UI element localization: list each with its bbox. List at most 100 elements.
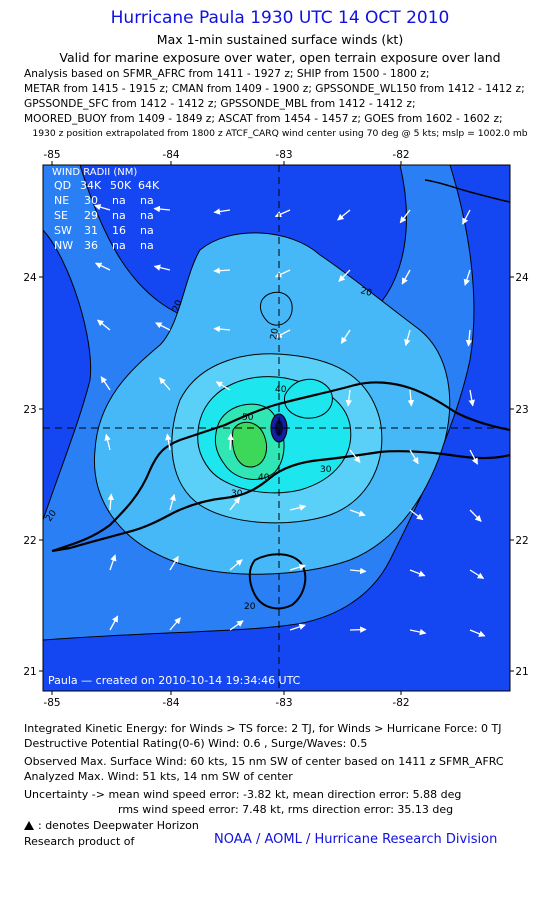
wind-arrow — [409, 569, 426, 577]
wind-arrow — [337, 209, 351, 221]
wind-radii-header: 34K — [80, 179, 102, 192]
wind-arrow — [153, 205, 171, 213]
contour-label: 20 — [269, 327, 281, 340]
lat-tick-label: 22 — [23, 535, 36, 547]
analyzed-max-text: Analyzed Max. Wind: 51 kts, 14 nm SW of … — [24, 770, 293, 783]
wind-radii-table: WIND RADII (NM) QD 34K 50K 64K NE 30 na … — [52, 167, 160, 252]
wind-arrow — [100, 376, 111, 391]
wind-radii-cell: na — [140, 209, 154, 222]
wind-arrow — [401, 269, 411, 285]
wind-radii-header: 64K — [138, 179, 160, 192]
contour-label: 20 — [244, 602, 256, 612]
wind-arrow — [213, 267, 231, 274]
wind-arrow — [227, 433, 234, 451]
wind-radii-cell: 29 — [84, 209, 98, 222]
wind-arrow — [159, 377, 171, 391]
wind-radii-cell: na — [112, 194, 126, 207]
wind-arrow — [289, 623, 306, 631]
wind-arrow — [289, 504, 307, 511]
wind-arrow — [213, 208, 231, 215]
wind-arrow — [462, 209, 471, 225]
wind-arrow — [469, 509, 482, 522]
coastline-keys — [424, 179, 510, 203]
contour-label: 20 — [359, 286, 373, 299]
deepwater-legend: : denotes Deepwater Horizon — [24, 819, 199, 832]
analysis-line: Analysis based on SFMR_AFRC from 1411 - … — [24, 68, 430, 80]
wind-arrow — [169, 617, 181, 631]
wind-arrow — [407, 389, 415, 407]
position-note: 1930 z position extrapolated from 1800 z… — [32, 128, 528, 139]
wind-radii-cell: na — [140, 224, 154, 237]
research-product-text: Research product of — [24, 835, 135, 848]
wind-radii-cell: SW — [54, 224, 72, 237]
lon-tick-label: -85 — [43, 149, 60, 161]
wind-arrow — [95, 262, 111, 271]
map-credit-line: Paula — created on 2010-10-14 19:34:46 U… — [48, 674, 301, 687]
validity-note: Valid for marine exposure over water, op… — [59, 50, 501, 65]
wind-arrow — [409, 509, 424, 521]
wind-arrow — [463, 269, 471, 286]
wind-arrow — [155, 322, 171, 331]
wind-vector-field — [94, 203, 486, 637]
contour-label: 20 — [171, 299, 184, 313]
analysis-line: METAR from 1415 - 1915 z; CMAN from 1409… — [24, 83, 525, 95]
uncertainty-text: Uncertainty -> mean wind speed error: -3… — [24, 788, 462, 801]
contour-label: 50 — [242, 413, 254, 423]
contour-label: 30 — [231, 489, 243, 499]
wind-arrow — [213, 325, 231, 333]
wind-arrow — [399, 209, 411, 224]
lat-tick-label: 22 — [515, 535, 528, 547]
wind-arrow — [349, 449, 361, 464]
wind-arrow — [345, 389, 353, 407]
analysis-line: MOORED_BUOY from 1409 - 1849 z; ASCAT fr… — [24, 113, 503, 125]
dpr-text: Destructive Potential Rating(0-6) Wind: … — [24, 737, 368, 750]
contour-region-ne-lobe — [283, 378, 333, 419]
contour-region-60 — [231, 421, 267, 468]
wind-radii-cell: na — [112, 209, 126, 222]
lon-tick-label: -83 — [275, 149, 292, 161]
wind-arrow — [274, 269, 291, 278]
wind-arrow — [94, 203, 111, 211]
wind-radii-header: 50K — [110, 179, 132, 192]
contour-label: 30 — [320, 465, 332, 475]
contour-label: 40 — [258, 473, 270, 483]
wind-arrow — [469, 449, 479, 465]
wind-arrow — [274, 209, 291, 218]
wind-radii-title: WIND RADII (NM) — [52, 167, 137, 178]
wind-arrow — [275, 329, 291, 338]
wind-arrow — [404, 329, 411, 347]
lat-tick-label: 24 — [23, 272, 37, 284]
map-subtitle: Max 1-min sustained surface winds (kt) — [156, 32, 404, 47]
lat-tick-label: 21 — [515, 666, 528, 678]
wind-arrow — [349, 626, 367, 633]
map-title: Hurricane Paula 1930 UTC 14 OCT 2010 — [110, 8, 450, 28]
lon-tick-label: -84 — [162, 149, 179, 161]
wind-arrow — [229, 496, 241, 511]
wind-radii-cell: na — [140, 194, 154, 207]
wind-arrow — [107, 493, 115, 511]
coastline-cuba — [51, 381, 510, 553]
wind-arrow — [465, 329, 473, 347]
wind-arrow — [338, 269, 351, 282]
wind-arrow — [229, 559, 243, 571]
lon-tick-label: -84 — [162, 697, 179, 709]
wind-arrow — [215, 381, 231, 391]
wind-arrow — [165, 433, 172, 451]
wind-radii-header: QD — [54, 179, 71, 192]
wind-arrow — [104, 433, 111, 451]
wind-arrow — [409, 449, 419, 465]
wind-arrow — [409, 628, 427, 636]
deepwater-legend-text: : denotes Deepwater Horizon — [38, 819, 199, 832]
wind-arrow — [169, 555, 179, 571]
wind-radii-cell: 16 — [112, 224, 126, 237]
contour-region-nub — [259, 291, 293, 326]
wind-radii-cell: NE — [54, 194, 69, 207]
lon-tick-label: -82 — [392, 149, 409, 161]
wind-arrow — [469, 569, 485, 580]
wind-arrow — [340, 329, 351, 344]
coastline-isla-juventud — [248, 553, 307, 610]
wind-arrow — [349, 567, 367, 575]
noaa-credit: NOAA / AOML / Hurricane Research Divisio… — [214, 832, 498, 847]
wind-arrow — [96, 319, 111, 331]
